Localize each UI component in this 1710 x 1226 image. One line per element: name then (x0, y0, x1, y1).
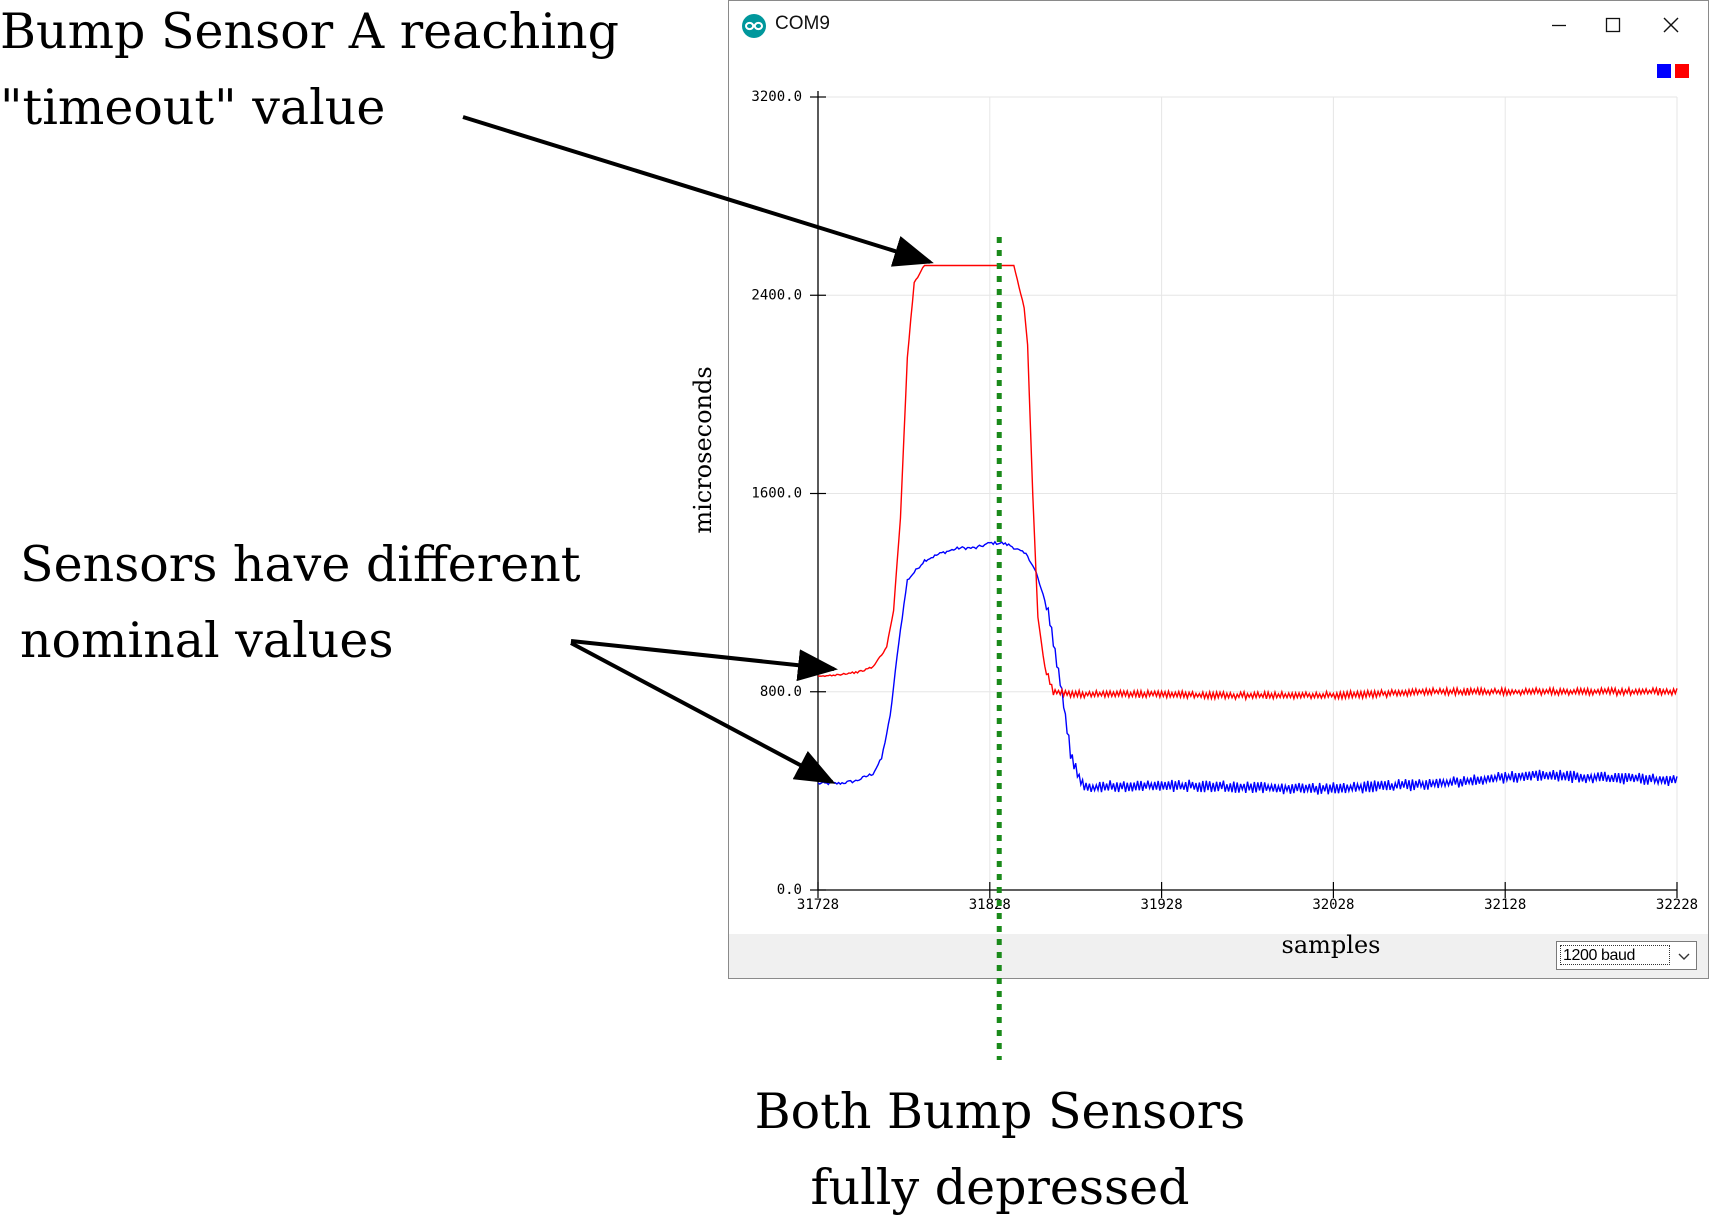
close-button[interactable] (1644, 7, 1698, 43)
close-icon (1663, 17, 1679, 33)
maximize-button[interactable] (1586, 7, 1640, 43)
series-blue-line (817, 540, 1678, 795)
annotation-nominal-values: Sensors have different nominal values (20, 527, 580, 679)
x-tick-label: 32128 (1484, 897, 1526, 913)
chevron-down-icon (1678, 953, 1690, 960)
y-axis-label: microseconds (689, 366, 717, 533)
annotation-timeout-line2: "timeout" value (0, 79, 386, 136)
x-tick-label: 31828 (969, 897, 1011, 913)
arduino-icon (742, 14, 766, 38)
annotation-timeout-line1: Bump Sensor A reaching (0, 3, 619, 60)
x-tick-label: 32028 (1312, 897, 1354, 913)
arrow-nominal-red (570, 639, 838, 682)
x-tick-label: 31728 (797, 897, 839, 913)
legend-blue-square (1657, 64, 1671, 78)
baud-rate-value: 1200 baud (1560, 945, 1670, 965)
minimize-button[interactable] (1532, 7, 1586, 43)
plotter-footer (729, 934, 1708, 978)
y-tick-label: 0.0 (777, 882, 802, 898)
x-tick-label: 32228 (1656, 897, 1698, 913)
x-axis-label: samples (1282, 931, 1381, 959)
annotation-timeout: Bump Sensor A reaching "timeout" value (0, 0, 619, 146)
chart-series (817, 264, 1678, 795)
annotation-nominal-line1: Sensors have different (20, 536, 581, 593)
annotation-fully-depressed: Both Bump Sensors fully depressed (700, 1074, 1300, 1226)
annotation-nominal-line2: nominal values (20, 612, 394, 669)
chart-legend (1657, 64, 1689, 78)
annotation-depressed-line1: Both Bump Sensors (754, 1083, 1246, 1140)
series-red-line (817, 264, 1678, 702)
chart-ticks: 31728 31828 31928 32028 32128 32228 0.0 800.0 16… (751, 89, 1698, 913)
y-tick-label: 1600.0 (751, 486, 802, 502)
baud-rate-select[interactable]: 1200 baud (1556, 941, 1697, 970)
maximize-icon (1605, 17, 1621, 33)
y-tick-label: 3200.0 (751, 89, 802, 105)
chart-axes (817, 91, 1677, 891)
serial-plotter-window: COM9 1200 baud (728, 0, 1709, 979)
annotation-depressed-line2: fully depressed (810, 1159, 1190, 1216)
minimize-icon (1552, 24, 1566, 27)
arrow-nominal-blue (570, 641, 836, 784)
annotation-arrows (462, 115, 934, 784)
legend-red-square (1675, 64, 1689, 78)
y-tick-label: 800.0 (760, 684, 802, 700)
y-tick-label: 2400.0 (751, 287, 802, 303)
title-bar[interactable]: COM9 (729, 1, 1708, 49)
window-title: COM9 (775, 13, 830, 34)
arrow-timeout (462, 115, 934, 267)
x-tick-label: 31928 (1141, 897, 1183, 913)
chart-grid (817, 96, 1678, 891)
